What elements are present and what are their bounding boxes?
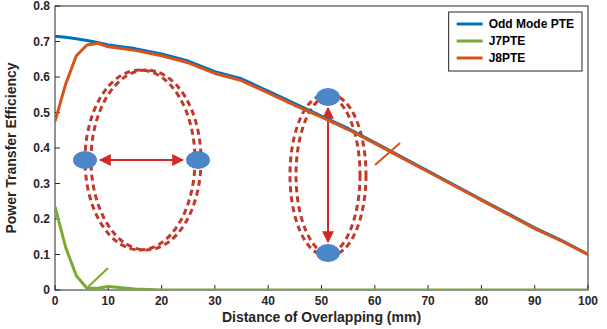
y-tick — [55, 290, 60, 291]
y-axis-title: Power Transfer Efficiency — [3, 62, 19, 233]
chart: 0 10 20 30 40 50 60 70 80 90 100 0 0.1 0.2 0.3 0.4 0.5 0.… — [0, 0, 607, 329]
series-line — [55, 207, 588, 290]
legend-label: Odd Mode PTE — [489, 17, 574, 31]
coil-loop — [85, 70, 195, 250]
y-tick-label: 0.4 — [33, 141, 50, 155]
y-tick — [55, 183, 60, 184]
x-tick-label: 50 — [315, 294, 329, 308]
coil-illustration — [73, 70, 210, 250]
y-tick — [55, 41, 60, 42]
x-tick-label: 10 — [102, 294, 116, 308]
coil-arrow — [100, 159, 183, 161]
port-dot — [316, 244, 340, 262]
legend-swatch — [457, 23, 483, 26]
x-tick-label: 100 — [578, 294, 598, 308]
series-group — [55, 36, 588, 290]
pointer-arrow — [375, 143, 400, 165]
legend-box — [449, 12, 582, 71]
x-tick-label: 80 — [475, 294, 489, 308]
x-tick-label: 90 — [528, 294, 542, 308]
pointer-arrow — [88, 268, 108, 287]
y-tick-label: 0.7 — [33, 35, 50, 49]
y-tick-label: 0.3 — [33, 177, 50, 191]
series-line — [55, 43, 588, 254]
y-tick — [55, 148, 60, 149]
y-tick-label: 0.8 — [33, 0, 50, 13]
legend-label: J8PTE — [489, 51, 526, 65]
plot-frame — [55, 6, 588, 290]
x-tick-label: 30 — [208, 294, 222, 308]
port-dot — [316, 88, 340, 106]
x-tick-label: 20 — [155, 294, 169, 308]
y-tick-label: 0.6 — [33, 70, 50, 84]
x-tick-label: 40 — [262, 294, 276, 308]
port-dot — [73, 151, 97, 169]
x-tick-label: 60 — [368, 294, 382, 308]
legend-swatch — [457, 57, 483, 60]
y-tick-label: 0.2 — [33, 212, 50, 226]
x-tick-label: 0 — [52, 294, 59, 308]
x-tick — [55, 285, 56, 290]
coil-illustration — [290, 88, 366, 262]
y-tick — [55, 6, 60, 7]
legend-swatch — [457, 40, 483, 43]
y-tick — [55, 254, 60, 255]
coil-arrow — [327, 108, 329, 242]
x-tick-label: 70 — [421, 294, 435, 308]
x-axis-title: Distance of Overlapping (mm) — [222, 309, 421, 325]
port-dot — [186, 151, 210, 169]
y-tick-label: 0.5 — [33, 106, 50, 120]
y-tick-label: 0 — [43, 283, 50, 297]
legend-label: J7PTE — [489, 34, 526, 48]
coil-loop — [91, 70, 201, 250]
legend: Odd Mode PTE J7PTE J8PTE — [449, 12, 582, 71]
y-tick — [55, 77, 60, 78]
y-tick-label: 0.1 — [33, 248, 50, 262]
